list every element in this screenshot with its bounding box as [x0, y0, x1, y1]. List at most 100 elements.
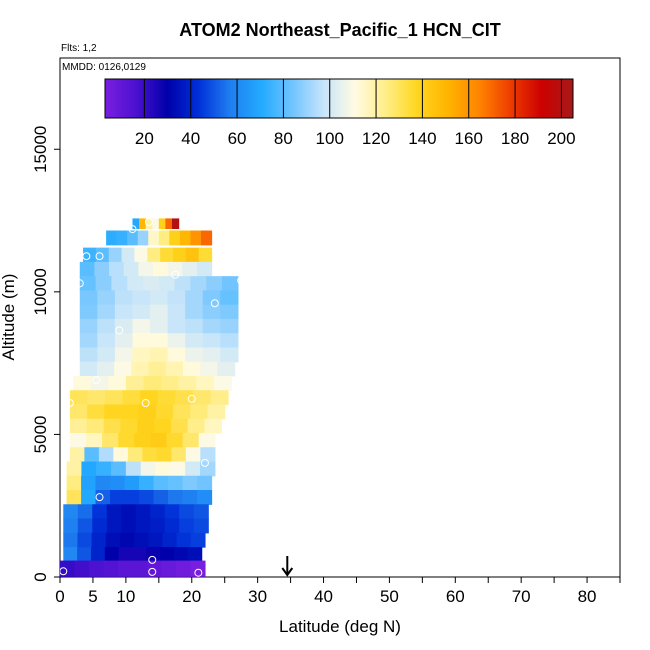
sample-point — [115, 326, 124, 335]
heat-cell — [125, 375, 145, 391]
x-tick-label: 80 — [578, 587, 597, 606]
sample-point — [210, 299, 219, 308]
heat-cell — [134, 532, 149, 548]
heat-cell — [200, 447, 216, 463]
heat-cell — [90, 375, 109, 391]
heat-cell — [69, 418, 88, 434]
heat-cell — [143, 375, 162, 391]
heat-cell — [154, 418, 172, 434]
heat-cell — [127, 447, 143, 463]
heat-cell — [153, 475, 169, 491]
heat-cell — [66, 490, 82, 505]
heat-cell — [173, 404, 191, 420]
flights-label: Flts: 1,2 — [61, 43, 97, 54]
colorbar-tick-label: 60 — [228, 129, 247, 148]
colorbar-tick-label: 160 — [455, 129, 483, 148]
heat-cell — [162, 532, 178, 548]
heat-cell — [173, 547, 189, 562]
x-tick-label: 5 — [88, 587, 97, 606]
colorbar-tick-label: 140 — [408, 129, 436, 148]
heat-cell — [97, 304, 116, 320]
heat-cell — [69, 404, 88, 420]
heat-cell — [147, 247, 161, 263]
heatmap-cells — [60, 218, 239, 577]
sample-point — [82, 252, 91, 261]
heat-cell — [134, 247, 148, 263]
sample-point — [141, 399, 150, 408]
heat-cell — [190, 532, 206, 548]
heat-cell — [185, 247, 200, 263]
heat-cell — [198, 432, 216, 448]
heat-cell — [210, 390, 229, 406]
heat-cell — [123, 261, 139, 277]
heat-cell — [200, 461, 216, 477]
heat-cell — [81, 490, 97, 505]
heat-cell — [139, 475, 155, 491]
heat-cell — [103, 560, 119, 577]
heat-cell — [185, 304, 204, 320]
heat-cell — [222, 276, 239, 292]
heat-cell — [90, 547, 106, 562]
heat-cell — [77, 518, 93, 534]
heat-cell — [86, 418, 105, 434]
heat-cell — [150, 304, 169, 320]
heat-cell — [87, 404, 105, 420]
heat-cell — [135, 504, 151, 520]
heat-cell — [94, 261, 110, 277]
x-tick-label: 50 — [380, 587, 399, 606]
heat-cell — [119, 532, 135, 548]
heat-cell — [198, 247, 213, 263]
heat-cell — [167, 333, 186, 349]
x-tick-label: 70 — [512, 587, 531, 606]
heat-cell — [172, 247, 187, 263]
sample-point — [95, 252, 104, 261]
heat-cell — [150, 347, 169, 363]
heat-cell — [138, 404, 157, 420]
heat-cell — [169, 230, 181, 246]
sample-point — [171, 270, 180, 279]
heat-cell — [102, 432, 119, 448]
heat-cell — [127, 276, 144, 292]
heat-cell — [97, 318, 116, 334]
heat-cell — [104, 404, 123, 420]
heat-cell — [77, 532, 93, 548]
heat-cell — [79, 361, 98, 377]
heat-cell — [110, 490, 126, 505]
heat-cell — [132, 333, 151, 349]
heat-cell — [190, 404, 209, 420]
heat-cell — [185, 461, 201, 477]
heat-cell — [170, 461, 186, 477]
heat-cell — [114, 347, 134, 363]
heat-cell — [96, 361, 115, 377]
sample-point — [65, 399, 74, 408]
heat-cell — [109, 261, 125, 277]
heat-cell — [156, 447, 172, 463]
colorbar: 20 40 60 80 100 120 140 160 180 200 — [104, 78, 576, 148]
heat-cell — [106, 230, 118, 246]
heat-cell — [98, 447, 114, 463]
heat-cell — [106, 504, 122, 520]
heat-cell — [139, 218, 147, 229]
y-tick-label: 15000 — [31, 126, 50, 173]
heat-cell — [81, 461, 97, 477]
heat-cell — [105, 532, 121, 548]
heat-cell — [111, 461, 127, 477]
heat-cell — [190, 230, 202, 246]
heat-cell — [182, 261, 198, 277]
heat-cell — [114, 304, 134, 320]
heat-cell — [158, 218, 167, 229]
heat-cell — [192, 390, 212, 406]
heat-cell — [197, 475, 213, 491]
heat-cell — [202, 333, 221, 349]
heat-cell — [106, 518, 122, 534]
heat-cell — [79, 261, 95, 277]
heat-cell — [108, 247, 123, 263]
heat-cell — [165, 361, 184, 377]
heat-cell — [132, 218, 140, 229]
x-tick-label: 10 — [116, 587, 135, 606]
heat-cell — [97, 347, 116, 363]
sample-point — [92, 376, 101, 385]
heat-cell — [170, 418, 189, 434]
heat-cell — [108, 375, 127, 391]
